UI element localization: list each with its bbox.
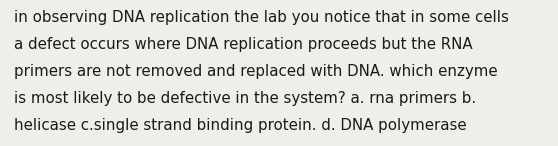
Text: is most likely to be defective in the system? a. rna primers b.: is most likely to be defective in the sy…	[14, 91, 476, 106]
Text: a defect occurs where DNA replication proceeds but the RNA: a defect occurs where DNA replication pr…	[14, 37, 473, 52]
Text: helicase c.single strand binding protein. d. DNA polymerase: helicase c.single strand binding protein…	[14, 118, 466, 133]
Text: primers are not removed and replaced with DNA. which enzyme: primers are not removed and replaced wit…	[14, 64, 498, 79]
Text: in observing DNA replication the lab you notice that in some cells: in observing DNA replication the lab you…	[14, 10, 509, 25]
